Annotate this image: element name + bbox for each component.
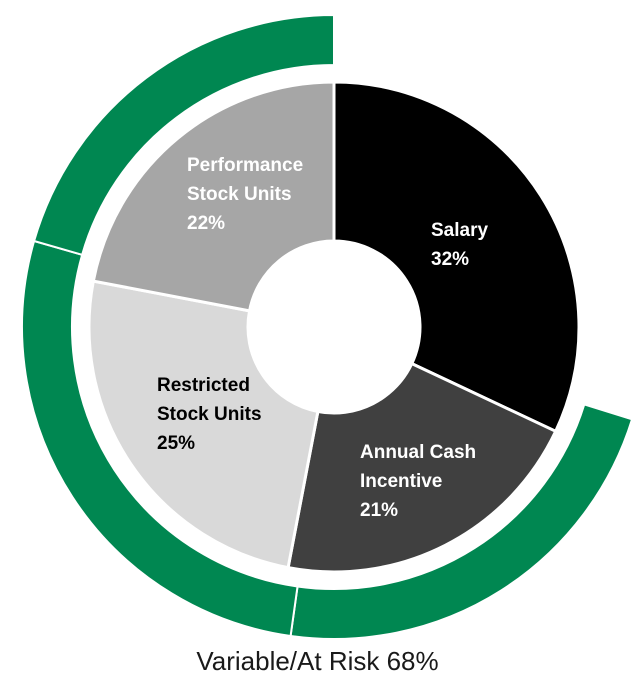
slice-restricted-stock-units: [87, 279, 320, 570]
slice-salary: [332, 80, 581, 434]
slice-label-performance-stock-units: Performance Stock Units 22%: [187, 155, 303, 234]
slice-label-annual-cash-incentive: Annual Cash Incentive 21%: [360, 442, 476, 521]
slice-performance-stock-units: [91, 80, 336, 313]
slice-label-salary: Salary 32%: [431, 220, 488, 270]
slice-label-restricted-stock-units: Restricted Stock Units 25%: [157, 375, 262, 454]
chart-caption: Variable/At Risk 68%: [196, 646, 439, 676]
outer-ring-segment: [32, 13, 335, 257]
slice-annual-cash-incentive: [286, 361, 558, 574]
